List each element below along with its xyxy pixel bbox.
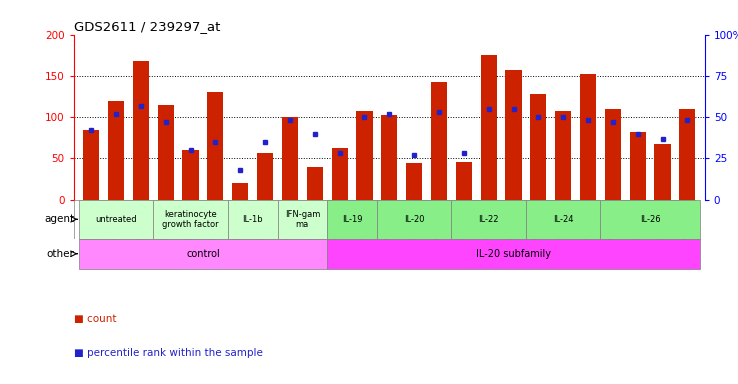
Text: IL-26: IL-26 (640, 215, 661, 224)
Text: IFN-gam
ma: IFN-gam ma (285, 210, 320, 229)
Bar (605, 109, 621, 200)
Text: IL-20: IL-20 (404, 215, 424, 224)
Text: IL-20 subfamily: IL-20 subfamily (476, 249, 551, 259)
Text: agent: agent (44, 214, 75, 224)
Bar (83, 129, 100, 200)
Bar (182, 150, 199, 200)
Bar (382, 115, 397, 200)
FancyBboxPatch shape (79, 239, 327, 269)
Bar (531, 94, 546, 200)
FancyBboxPatch shape (377, 200, 452, 239)
Text: control: control (186, 249, 220, 259)
Bar (456, 162, 472, 200)
Bar (257, 153, 273, 200)
Text: untreated: untreated (95, 215, 137, 224)
Bar (282, 117, 298, 200)
Text: GDS2611 / 239297_at: GDS2611 / 239297_at (74, 20, 220, 33)
Bar (158, 105, 173, 200)
FancyBboxPatch shape (277, 200, 327, 239)
Bar (655, 144, 671, 200)
Bar (555, 111, 571, 200)
FancyBboxPatch shape (327, 239, 700, 269)
Bar (108, 101, 124, 200)
Bar (406, 162, 422, 200)
Text: IL-24: IL-24 (553, 215, 573, 224)
Text: ■ count: ■ count (74, 314, 117, 324)
Bar (307, 167, 323, 200)
FancyBboxPatch shape (452, 200, 526, 239)
Bar (331, 148, 348, 200)
FancyBboxPatch shape (601, 200, 700, 239)
Bar (480, 55, 497, 200)
Text: IL-19: IL-19 (342, 215, 362, 224)
Bar (232, 183, 248, 200)
Text: ■ percentile rank within the sample: ■ percentile rank within the sample (74, 348, 263, 358)
Bar (207, 93, 224, 200)
FancyBboxPatch shape (327, 200, 377, 239)
Text: keratinocyte
growth factor: keratinocyte growth factor (162, 210, 219, 229)
Bar (580, 74, 596, 200)
Bar (630, 132, 646, 200)
Bar (133, 61, 149, 200)
FancyBboxPatch shape (154, 200, 228, 239)
Bar (506, 70, 522, 200)
Bar (431, 82, 447, 200)
Text: other: other (46, 249, 75, 259)
Bar (679, 109, 695, 200)
Text: IL-22: IL-22 (478, 215, 499, 224)
FancyBboxPatch shape (526, 200, 601, 239)
FancyBboxPatch shape (228, 200, 277, 239)
FancyBboxPatch shape (79, 200, 154, 239)
Text: IL-1b: IL-1b (242, 215, 263, 224)
Bar (356, 111, 373, 200)
